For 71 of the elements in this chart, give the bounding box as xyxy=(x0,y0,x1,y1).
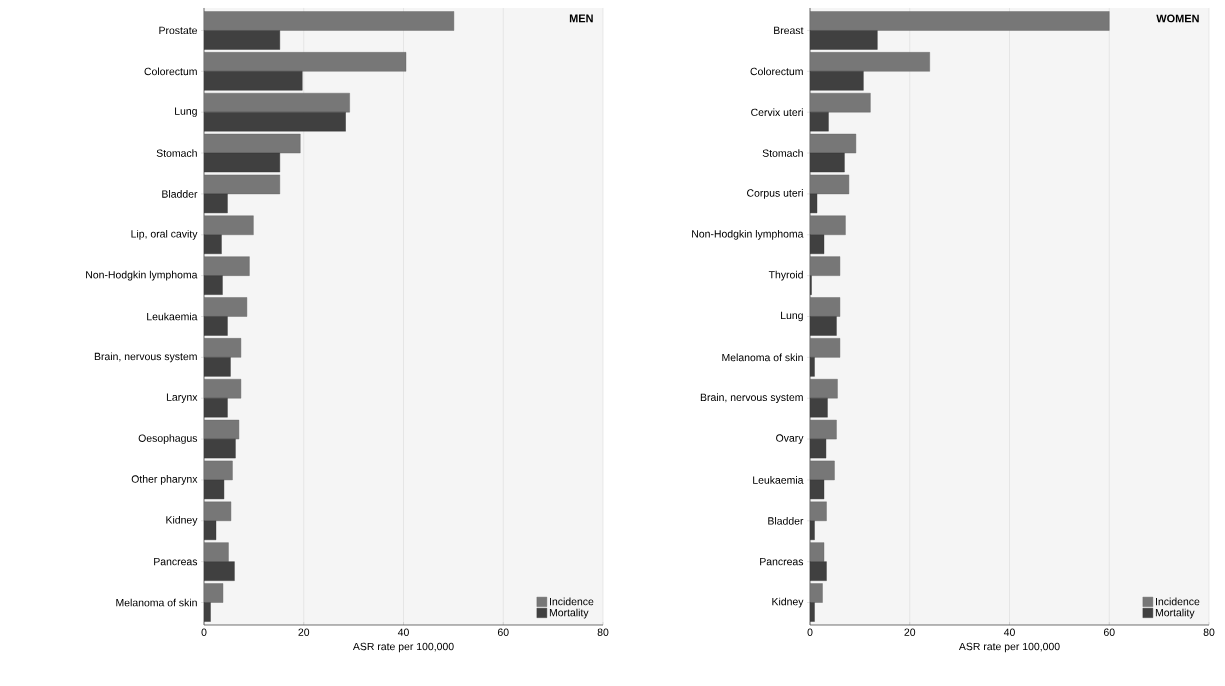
y-tick-label: Melanoma of skin xyxy=(722,353,803,362)
y-tick-label: Other pharynx xyxy=(131,475,198,485)
x-tick-label: 20 xyxy=(298,628,310,636)
y-tick-label: Ovary xyxy=(776,434,804,444)
x-tick-label: 60 xyxy=(497,628,509,636)
y-tick-label: Melanoma of skin xyxy=(116,598,197,607)
y-tick-label: Lung xyxy=(175,107,197,117)
y-tick-label: Lip, oral cavity xyxy=(131,229,198,240)
bar xyxy=(204,11,455,31)
bar xyxy=(204,256,250,276)
x-axis-title: ASR rate per 100,000 xyxy=(958,642,1060,653)
x-tick-label: 80 xyxy=(597,628,609,636)
y-tick-label: Lung xyxy=(781,311,803,322)
bar xyxy=(810,174,850,195)
bar xyxy=(810,460,835,481)
bar xyxy=(810,583,823,603)
x-tick-label: 0 xyxy=(201,628,207,636)
y-tick-label: Stomach xyxy=(762,149,803,157)
x-axis-title: ASR rate per 100,000 xyxy=(352,642,454,653)
bar xyxy=(204,52,407,72)
bar xyxy=(204,92,350,113)
bar xyxy=(204,215,254,235)
y-tick-label: Bladder xyxy=(162,190,198,198)
x-tick-label: 0 xyxy=(807,628,813,636)
bar xyxy=(810,542,825,562)
y-tick-label: Cervix uteri xyxy=(751,108,803,117)
bar xyxy=(204,338,242,358)
y-tick-label: Colorectum xyxy=(144,67,197,76)
y-tick-label: Bladder xyxy=(768,516,804,525)
bar xyxy=(810,256,841,276)
y-tick-label: Leukaemia xyxy=(753,476,804,484)
x-tick-label: 80 xyxy=(1203,628,1215,636)
bar xyxy=(810,215,846,235)
legend-label: Mortality xyxy=(1155,608,1195,619)
bar xyxy=(810,338,841,358)
y-tick-label: Non-Hodgkin lymphoma xyxy=(692,229,804,240)
y-tick-label: Kidney xyxy=(772,597,804,608)
y-tick-label: Thyroid xyxy=(768,270,803,281)
y-tick-label: Non-Hodgkin lymphoma xyxy=(86,270,198,281)
x-tick-label: 40 xyxy=(397,628,409,636)
legend-label: Incidence xyxy=(550,597,594,606)
bar xyxy=(204,379,242,399)
bar xyxy=(810,419,837,440)
bar xyxy=(204,297,248,317)
y-tick-label: Larynx xyxy=(166,393,198,403)
legend-label: Mortality xyxy=(549,608,589,619)
y-tick-label: Breast xyxy=(774,26,804,35)
bar xyxy=(810,11,1110,31)
x-tick-label: 60 xyxy=(1103,628,1115,636)
chart-title: MEN xyxy=(569,14,593,23)
y-tick-label: Kidney xyxy=(166,515,198,526)
bar xyxy=(810,92,871,113)
chart-title: WOMEN xyxy=(1156,14,1199,23)
y-tick-label: Brain, nervous system xyxy=(700,393,803,404)
bar xyxy=(810,297,841,317)
y-tick-label: Stomach xyxy=(156,149,197,157)
bar xyxy=(810,52,930,72)
legend-label: Incidence xyxy=(1156,597,1200,606)
bar xyxy=(810,501,827,521)
bar xyxy=(810,133,857,154)
y-tick-label: Pancreas xyxy=(760,558,804,566)
y-tick-label: Colorectum xyxy=(750,67,803,76)
y-tick-label: Oesophagus xyxy=(138,434,198,444)
y-tick-label: Pancreas xyxy=(154,558,198,566)
x-tick-label: 20 xyxy=(904,628,916,636)
y-tick-label: Prostate xyxy=(159,26,198,35)
bar xyxy=(810,379,838,399)
x-tick-label: 40 xyxy=(1003,628,1015,636)
y-tick-label: Corpus uteri xyxy=(747,189,803,199)
y-tick-label: Leukaemia xyxy=(147,312,198,321)
y-tick-label: Brain, nervous system xyxy=(94,352,197,363)
